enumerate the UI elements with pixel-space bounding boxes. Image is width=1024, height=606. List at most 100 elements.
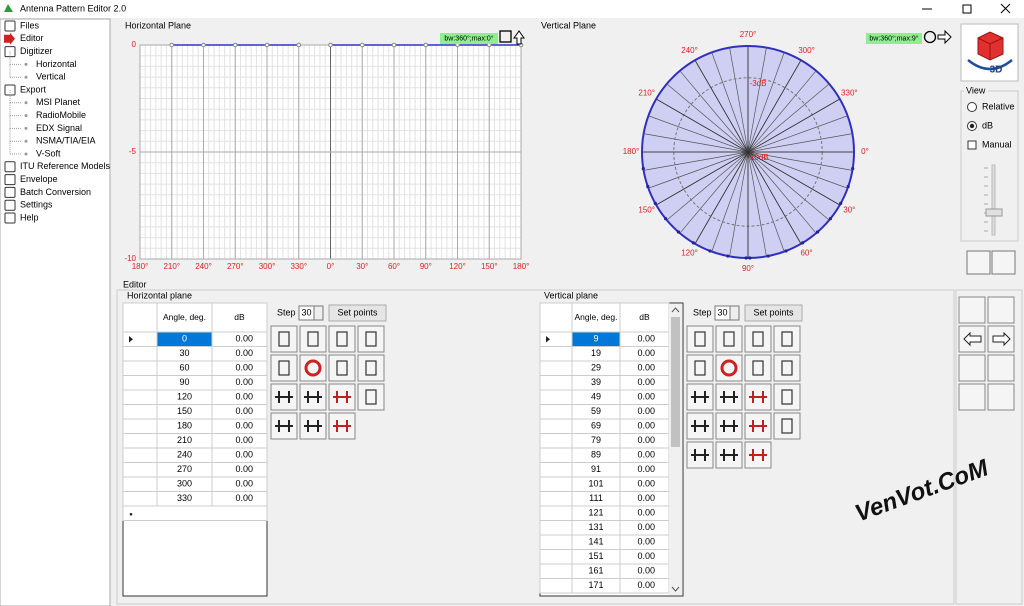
tool-button[interactable] — [773, 325, 801, 353]
tool-button[interactable] — [299, 354, 327, 382]
column-header-label[interactable]: Angle, deg. — [574, 312, 617, 322]
tree-item[interactable]: Settings — [20, 200, 53, 210]
tool-button[interactable] — [299, 325, 327, 353]
cell-value: 210 — [177, 435, 192, 445]
tool-button[interactable] — [966, 250, 991, 275]
tree-item[interactable]: Vertical — [36, 72, 66, 82]
group-title: Horizontal plane — [127, 290, 192, 300]
tree-item[interactable]: Help — [20, 212, 39, 222]
tool-button[interactable] — [270, 325, 298, 353]
tree-item[interactable]: RadioMobile — [36, 110, 86, 120]
direction-toggle[interactable] — [937, 29, 952, 45]
close-button[interactable] — [1000, 3, 1011, 14]
scroll-up[interactable] — [671, 307, 680, 313]
x-tick-label: 240° — [195, 262, 212, 271]
tool-button[interactable] — [686, 325, 714, 353]
radio-dot — [969, 123, 975, 129]
tool-button[interactable] — [328, 325, 356, 353]
step-spinner[interactable] — [313, 305, 324, 321]
tool-button[interactable] — [987, 354, 1015, 382]
tool-button[interactable] — [958, 296, 986, 324]
tree-item[interactable]: NSMA/TIA/EIA — [36, 136, 96, 146]
row-header — [539, 331, 573, 347]
set-points-button[interactable] — [744, 304, 803, 322]
tool-button[interactable] — [991, 250, 1016, 275]
tool-button[interactable] — [328, 354, 356, 382]
row-header — [122, 389, 158, 405]
tool-button[interactable] — [357, 325, 385, 353]
tree-item[interactable]: Files — [20, 20, 40, 30]
tree-bullet — [24, 101, 28, 105]
tool-button[interactable] — [715, 325, 743, 353]
tool-button[interactable] — [686, 354, 714, 382]
spoke — [747, 151, 785, 252]
new-row[interactable] — [122, 505, 268, 521]
tool-button[interactable] — [357, 354, 385, 382]
cell-value: 0.00 — [637, 406, 655, 416]
set-points-button[interactable] — [328, 304, 387, 322]
row-header — [122, 476, 158, 492]
tool-button[interactable] — [958, 354, 986, 382]
pattern-point — [691, 241, 696, 245]
tree-icon — [4, 174, 16, 186]
column-header-label[interactable]: Angle, deg. — [163, 312, 206, 322]
tool-button[interactable] — [773, 383, 801, 411]
column-header-label[interactable]: dB — [234, 312, 245, 322]
shape-toggle[interactable] — [923, 30, 937, 44]
step-spinner[interactable] — [729, 305, 740, 321]
spoke — [747, 133, 853, 153]
checkbox-label[interactable]: Manual — [982, 139, 1012, 149]
cell-value: 0 — [182, 334, 187, 344]
tool-glyph — [720, 420, 738, 432]
tool-button[interactable] — [357, 383, 385, 411]
tree-item[interactable]: Batch Conversion — [20, 187, 91, 197]
tree-item[interactable]: Digitizer — [20, 46, 53, 56]
checkbox[interactable] — [967, 140, 977, 150]
pattern-point — [646, 184, 650, 189]
tool-button[interactable] — [744, 325, 772, 353]
tool-button[interactable] — [958, 383, 986, 411]
spoke — [679, 151, 749, 234]
tree-item[interactable]: ITU Reference Models — [20, 161, 111, 171]
pattern-point — [815, 230, 820, 234]
cell-value: 0.00 — [235, 348, 253, 358]
cell-value: 90 — [179, 377, 189, 387]
tool-glyph — [691, 391, 709, 403]
tool-button[interactable] — [773, 354, 801, 382]
tool-button[interactable] — [773, 412, 801, 440]
cell-value: 120 — [177, 392, 192, 402]
slider-thumb[interactable] — [985, 208, 1003, 217]
tool-button[interactable] — [715, 354, 743, 382]
tree-item[interactable]: Envelope — [20, 174, 58, 184]
tree-item[interactable]: Editor — [20, 33, 44, 43]
pattern-point — [846, 184, 850, 189]
radio-label[interactable]: dB — [982, 120, 993, 130]
radio[interactable] — [967, 102, 977, 112]
tree-item[interactable]: V-Soft — [36, 148, 61, 158]
tree-item[interactable]: EDX Signal — [36, 123, 82, 133]
cell-value: 270 — [177, 464, 192, 474]
spoke — [747, 151, 817, 234]
tool-button[interactable] — [987, 383, 1015, 411]
column-header-label[interactable]: dB — [639, 312, 650, 322]
maximize-button[interactable] — [962, 4, 972, 14]
radio-label[interactable]: Relative — [982, 101, 1015, 111]
tool-glyph — [304, 391, 322, 403]
tree-item[interactable]: Horizontal — [36, 59, 77, 69]
tree-item[interactable]: Export — [20, 84, 47, 94]
tool-button[interactable] — [987, 296, 1015, 324]
row-header — [539, 375, 573, 391]
tool-glyph — [749, 391, 767, 403]
tool-glyph — [720, 359, 738, 377]
direction-toggle[interactable] — [513, 30, 525, 45]
scroll-thumb[interactable] — [671, 317, 680, 447]
angle-tick — [694, 151, 749, 244]
x-tick-label: 150° — [481, 262, 498, 271]
step-value: 30 — [717, 307, 727, 317]
tool-button[interactable] — [270, 354, 298, 382]
scroll-down[interactable] — [671, 586, 680, 592]
cell-value: 49 — [591, 392, 601, 402]
tree-item[interactable]: MSI Planet — [36, 97, 81, 107]
shape-toggle[interactable] — [499, 30, 512, 43]
tool-button[interactable] — [744, 354, 772, 382]
